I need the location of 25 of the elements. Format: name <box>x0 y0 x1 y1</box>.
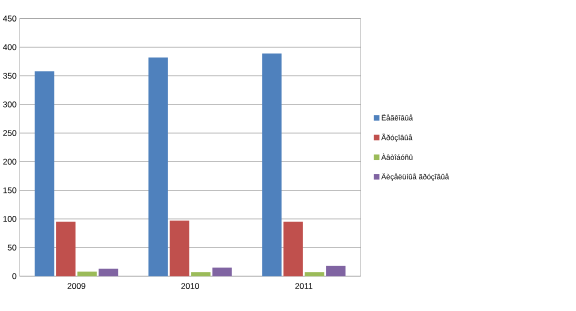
bar <box>77 271 97 276</box>
y-tick-label: 250 <box>3 130 16 136</box>
bar <box>262 53 282 276</box>
y-tick-label: 450 <box>2 15 16 22</box>
y-tick-label: 0 <box>12 273 16 279</box>
x-tick-label: 2009 <box>68 282 86 289</box>
bar <box>56 222 76 276</box>
y-tick-label: 100 <box>3 216 16 222</box>
bar <box>191 272 211 276</box>
y-tick-label: 350 <box>3 72 16 79</box>
y-tick-label: 150 <box>3 187 16 194</box>
bar <box>98 268 118 276</box>
bar <box>283 222 303 276</box>
x-tick-label: 2010 <box>181 282 200 289</box>
bar <box>212 267 232 276</box>
bar <box>304 272 324 276</box>
y-tick-label: 50 <box>8 244 16 250</box>
y-tick-label: 300 <box>3 101 16 108</box>
bar <box>34 71 54 276</box>
y-tick-label: 200 <box>3 158 16 164</box>
x-tick-label: 2011 <box>295 282 312 289</box>
bar <box>148 57 168 276</box>
bar <box>170 220 190 276</box>
bar <box>326 266 346 276</box>
y-tick-label: 400 <box>2 44 16 50</box>
